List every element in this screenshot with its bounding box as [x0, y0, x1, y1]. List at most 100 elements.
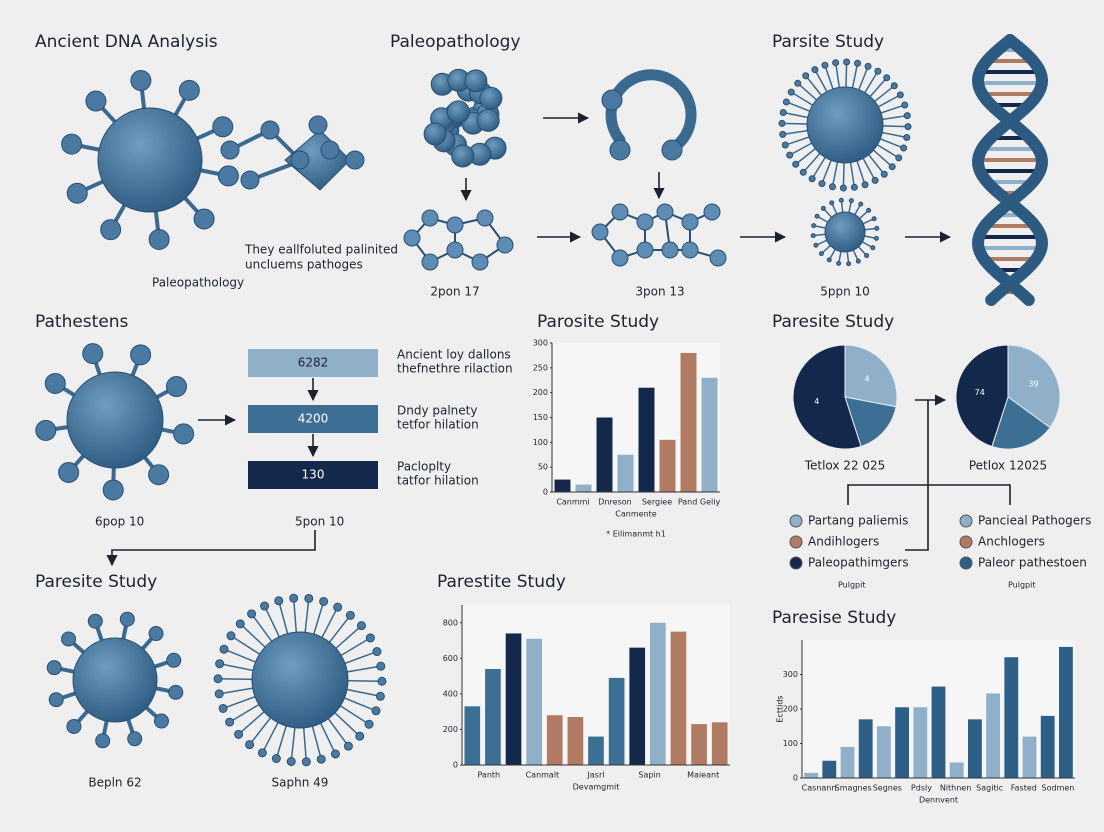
y-tick-label: 300: [533, 339, 548, 348]
spike-tip: [44, 372, 66, 394]
spike-tip: [836, 260, 842, 266]
bar: [505, 633, 522, 765]
y-tick-label: 0: [793, 774, 798, 783]
box-note: tatfor hilation: [397, 474, 479, 488]
label: 5pon 10: [295, 515, 344, 529]
spike-tip: [165, 376, 187, 398]
spike-tip: [87, 613, 103, 629]
spike-tip: [779, 130, 787, 138]
virus-illustration: [213, 593, 387, 767]
y-tick-label: 100: [783, 739, 798, 748]
spike-tip: [821, 61, 829, 69]
title: Parsite Study: [772, 32, 884, 52]
footnote: * Eilimanmt h1: [606, 530, 666, 539]
legend-marker: [789, 535, 803, 549]
spike-tip: [46, 660, 62, 676]
node: [681, 213, 699, 231]
legend-footer: Pulgpit: [1008, 581, 1036, 590]
node: [661, 139, 683, 161]
spike-tip: [895, 154, 903, 162]
bar: [1022, 736, 1037, 778]
virus-body: [251, 631, 349, 729]
spike-tip: [274, 596, 284, 606]
bar: [638, 387, 655, 492]
bar: [858, 719, 873, 778]
spike-tip: [245, 740, 255, 750]
node: [220, 140, 240, 160]
pie-slice: [1007, 344, 1061, 429]
spike-tip: [234, 729, 244, 739]
legend-label: Andihlogers: [808, 535, 879, 549]
spike-tip: [376, 661, 386, 671]
bar: [629, 647, 646, 765]
bar: [575, 484, 592, 492]
spike-tip: [864, 62, 872, 70]
ball: [479, 86, 503, 110]
spike-tip: [874, 67, 882, 75]
label: Paleopathology: [152, 276, 244, 290]
spike-tip: [794, 79, 802, 87]
spike-tip: [900, 144, 908, 152]
legend-marker: [789, 514, 803, 528]
node: [591, 223, 609, 241]
spike-tip: [832, 59, 840, 67]
spike-tip: [286, 757, 296, 767]
spike-tip: [861, 181, 869, 189]
x-tick-label: Jasrl: [587, 771, 605, 780]
spike-tip: [850, 183, 858, 191]
spike-tip: [219, 644, 229, 654]
spike-tip: [781, 141, 789, 149]
pie-slice: [991, 396, 1051, 450]
spike-tip: [218, 703, 228, 713]
virus-body: [806, 86, 884, 164]
x-tick-label: Fasted: [1011, 784, 1037, 793]
virus-illustration: [810, 197, 880, 267]
molecule: [220, 115, 365, 191]
y-tick-label: 50: [538, 463, 548, 472]
spike-tip: [792, 160, 800, 168]
virus-body: [66, 371, 164, 469]
spike-tip: [260, 601, 270, 611]
spike-tip: [855, 258, 861, 264]
slice-annotation: 39: [1028, 380, 1038, 389]
node: [345, 150, 365, 170]
y-tick-label: 200: [533, 388, 548, 397]
legend-footer: Pulgpit: [838, 581, 866, 590]
spike-tip: [35, 419, 57, 441]
spike-tip: [257, 748, 267, 758]
y-axis-label: Ecttids: [776, 695, 785, 722]
spike-tip: [193, 208, 215, 230]
pie-slice: [955, 344, 1009, 448]
node: [661, 241, 679, 259]
label: 3pon 13: [635, 285, 684, 299]
spike-tip: [148, 464, 170, 486]
spike-tip: [864, 253, 870, 259]
legend-marker: [959, 556, 973, 570]
bar: [804, 772, 819, 778]
spike-tip: [813, 242, 819, 248]
legend-marker: [959, 535, 973, 549]
bar: [822, 760, 837, 778]
bar: [659, 439, 676, 492]
node: [476, 209, 494, 227]
ball: [451, 144, 475, 168]
node: [636, 213, 654, 231]
spike-tip: [58, 461, 80, 483]
label: Bepln 62: [88, 776, 141, 790]
ball: [464, 69, 488, 93]
virus-body: [824, 211, 866, 253]
legend-label: Paleor pathestoen: [978, 556, 1087, 570]
slice-annotation: 74: [975, 388, 985, 397]
x-tick-label: Panth: [477, 771, 500, 780]
spike-tip: [799, 168, 807, 176]
box-value: 130: [302, 468, 325, 482]
bar: [588, 736, 604, 765]
y-tick-label: 100: [533, 438, 548, 447]
spike-tip: [166, 652, 182, 668]
x-tick-label: Pand Geliy: [678, 498, 721, 507]
bar: [670, 631, 687, 765]
box-value: 4200: [298, 412, 329, 426]
y-tick-label: 200: [443, 725, 458, 734]
y-tick-label: 150: [533, 413, 548, 422]
spike-tip: [890, 82, 898, 90]
